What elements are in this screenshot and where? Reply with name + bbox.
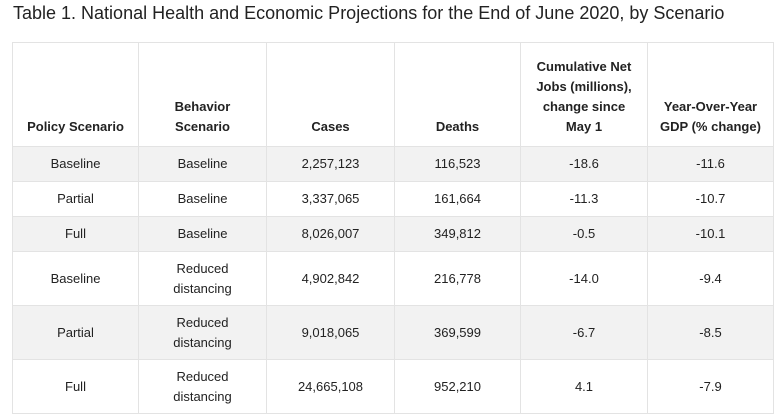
cell-policy: Full: [12, 359, 139, 414]
projections-table: Policy Scenario Behavior Scenario Cases …: [12, 42, 774, 414]
header-policy-scenario: Policy Scenario: [12, 42, 139, 147]
cell-gdp: -10.7: [647, 181, 774, 217]
cell-deaths: 349,812: [394, 216, 521, 252]
cell-cases: 3,337,065: [266, 181, 395, 217]
table-row: Full Baseline 8,026,007 349,812 -0.5 -10…: [12, 216, 774, 252]
cell-policy: Full: [12, 216, 139, 252]
header-behavior-scenario: Behavior Scenario: [138, 42, 267, 147]
cell-behavior: Reduced distancing: [138, 305, 267, 360]
cell-behavior: Reduced distancing: [138, 251, 267, 306]
header-gdp-change: Year-Over-Year GDP (% change): [647, 42, 774, 147]
cell-behavior: Reduced distancing: [138, 359, 267, 414]
cell-cases: 2,257,123: [266, 146, 395, 182]
cell-cases: 9,018,065: [266, 305, 395, 360]
table-row: Partial Baseline 3,337,065 161,664 -11.3…: [12, 181, 774, 217]
cell-deaths: 952,210: [394, 359, 521, 414]
header-cumulative-net-jobs: Cumulative Net Jobs (millions), change s…: [520, 42, 648, 147]
cell-jobs: 4.1: [520, 359, 648, 414]
cell-jobs: -18.6: [520, 146, 648, 182]
cell-behavior: Baseline: [138, 181, 267, 217]
header-cases: Cases: [266, 42, 395, 147]
table-row: Baseline Baseline 2,257,123 116,523 -18.…: [12, 146, 774, 182]
cell-cases: 4,902,842: [266, 251, 395, 306]
cell-jobs: -6.7: [520, 305, 648, 360]
cell-policy: Baseline: [12, 146, 139, 182]
table-body: Baseline Baseline 2,257,123 116,523 -18.…: [12, 146, 774, 414]
cell-behavior: Baseline: [138, 216, 267, 252]
cell-jobs: -0.5: [520, 216, 648, 252]
cell-policy: Partial: [12, 181, 139, 217]
cell-gdp: -10.1: [647, 216, 774, 252]
cell-gdp: -7.9: [647, 359, 774, 414]
cell-cases: 24,665,108: [266, 359, 395, 414]
table-row: Baseline Reduced distancing 4,902,842 21…: [12, 251, 774, 306]
header-row: Policy Scenario Behavior Scenario Cases …: [12, 42, 774, 147]
cell-gdp: -11.6: [647, 146, 774, 182]
cell-deaths: 369,599: [394, 305, 521, 360]
cell-behavior: Baseline: [138, 146, 267, 182]
table-header: Policy Scenario Behavior Scenario Cases …: [12, 42, 774, 147]
cell-deaths: 216,778: [394, 251, 521, 306]
cell-deaths: 161,664: [394, 181, 521, 217]
table-row: Full Reduced distancing 24,665,108 952,2…: [12, 359, 774, 414]
cell-gdp: -9.4: [647, 251, 774, 306]
cell-policy: Partial: [12, 305, 139, 360]
cell-cases: 8,026,007: [266, 216, 395, 252]
table-title: Table 1. National Health and Economic Pr…: [13, 3, 725, 23]
header-deaths: Deaths: [394, 42, 521, 147]
cell-jobs: -11.3: [520, 181, 648, 217]
cell-policy: Baseline: [12, 251, 139, 306]
cell-gdp: -8.5: [647, 305, 774, 360]
table-row: Partial Reduced distancing 9,018,065 369…: [12, 305, 774, 360]
cell-jobs: -14.0: [520, 251, 648, 306]
cell-deaths: 116,523: [394, 146, 521, 182]
